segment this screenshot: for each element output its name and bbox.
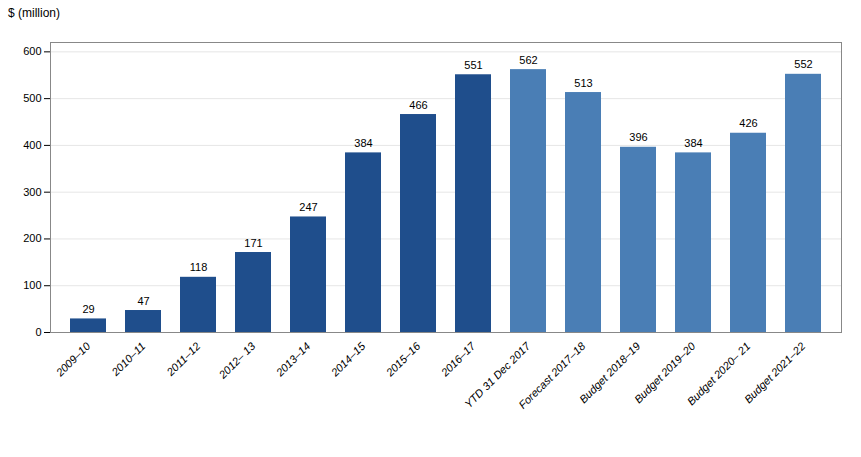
svg-text:Forecast 2017–18: Forecast 2017–18 bbox=[516, 339, 588, 411]
svg-text:396: 396 bbox=[629, 131, 647, 143]
svg-text:47: 47 bbox=[137, 295, 149, 307]
svg-text:2014–15: 2014–15 bbox=[328, 339, 368, 379]
svg-text:2009–10: 2009–10 bbox=[53, 339, 93, 379]
svg-text:384: 384 bbox=[684, 137, 702, 149]
svg-text:384: 384 bbox=[354, 137, 372, 149]
svg-text:YTD 31 Dec 2017: YTD 31 Dec 2017 bbox=[462, 339, 533, 411]
svg-text:562: 562 bbox=[519, 54, 537, 66]
svg-text:513: 513 bbox=[574, 77, 592, 89]
svg-text:2011–12: 2011–12 bbox=[164, 340, 203, 379]
svg-text:400: 400 bbox=[23, 139, 41, 151]
svg-text:2016–17: 2016–17 bbox=[438, 339, 478, 379]
svg-text:171: 171 bbox=[244, 237, 262, 249]
svg-text:551: 551 bbox=[464, 59, 482, 71]
svg-text:200: 200 bbox=[23, 232, 41, 244]
html-text:$ (million): $ (million) bbox=[8, 6, 60, 20]
svg-text:Budget 2020– 21: Budget 2020– 21 bbox=[684, 339, 753, 408]
svg-text:0: 0 bbox=[35, 326, 41, 338]
svg-text:2015–16: 2015–16 bbox=[383, 339, 423, 379]
svg-text:247: 247 bbox=[299, 201, 317, 213]
svg-text:300: 300 bbox=[23, 186, 41, 198]
svg-text:2012– 13: 2012– 13 bbox=[216, 339, 258, 381]
svg-text:500: 500 bbox=[23, 92, 41, 104]
svg-text:552: 552 bbox=[794, 58, 812, 70]
svg-text:29: 29 bbox=[82, 303, 94, 315]
svg-text:100: 100 bbox=[23, 279, 41, 291]
svg-text:426: 426 bbox=[739, 117, 757, 129]
svg-text:600: 600 bbox=[23, 45, 41, 57]
svg-text:466: 466 bbox=[409, 99, 427, 111]
svg-text:2010–11: 2010–11 bbox=[109, 340, 148, 379]
svg-text:Budget 2021–22: Budget 2021–22 bbox=[742, 340, 808, 406]
svg-text:118: 118 bbox=[190, 261, 208, 273]
svg-text:Budget 2018–19: Budget 2018–19 bbox=[576, 339, 643, 406]
svg-text:Budget 2019–20: Budget 2019–20 bbox=[631, 339, 698, 406]
svg-text:2013–14: 2013–14 bbox=[273, 340, 312, 379]
